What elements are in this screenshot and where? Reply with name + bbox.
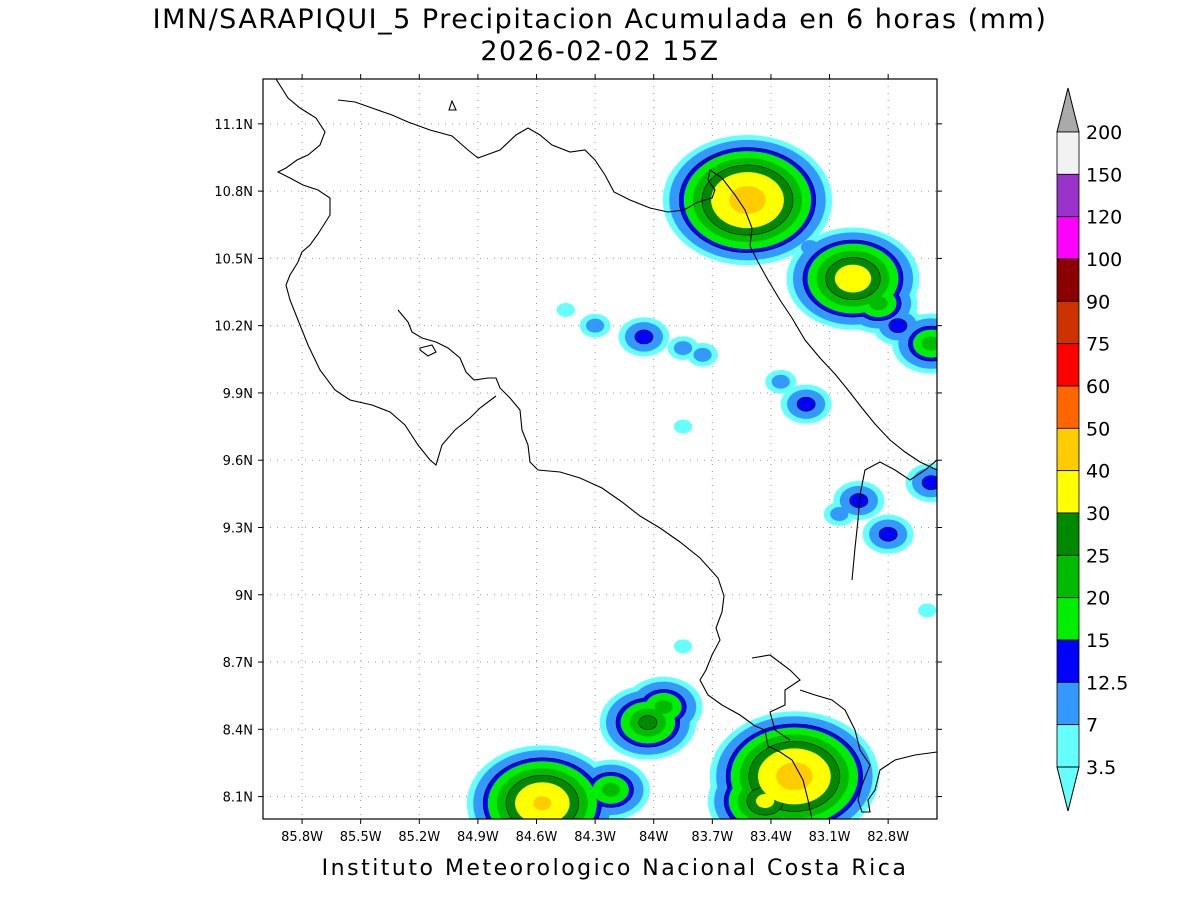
precip-cell (918, 603, 937, 618)
colorbar-band (1056, 427, 1080, 472)
colorbar-band (1056, 681, 1080, 726)
colorbar-label: 90 (1086, 291, 1110, 313)
lat-tick-label: 9.9N (223, 387, 253, 402)
colorbar-bottom-arrow (1056, 766, 1080, 812)
precip-cell (888, 318, 908, 333)
precip-cell (796, 396, 816, 412)
lat-tick-label: 11.1N (214, 118, 253, 133)
precip-cell (921, 475, 937, 490)
lon-tick-label: 85.2W (398, 830, 440, 845)
lon-tick-label: 84.6W (516, 830, 558, 845)
map-date: 2026-02-02 15Z (480, 36, 720, 67)
precip-cell (634, 329, 654, 345)
map-title: IMN/SARAPIQUI_5 Precipitacion Acumulada … (152, 4, 1048, 35)
precip-cell (673, 419, 693, 434)
map-frame (262, 78, 938, 820)
lon-tick-label: 82.8W (867, 830, 909, 845)
precip-cell (673, 639, 693, 654)
colorbar-top-arrow (1056, 87, 1080, 133)
precip-cell (834, 264, 872, 293)
golfo-dulce-coast (799, 689, 937, 813)
precipitation-field (466, 134, 937, 819)
colorbar-label: 25 (1086, 545, 1110, 567)
colorbar-band (1056, 470, 1080, 514)
colorbar-label: 120 (1086, 207, 1122, 229)
osa-peninsula (751, 654, 801, 741)
precip-cell (638, 715, 658, 730)
lon-tick-label: 83.7W (691, 830, 733, 845)
precip-cell (601, 782, 620, 797)
lat-tick-label: 9N (235, 589, 253, 604)
precip-cell (654, 699, 673, 714)
lon-tick-label: 85.8W (281, 830, 323, 845)
precip-cell (922, 336, 937, 351)
colorbar-band (1056, 343, 1080, 387)
colorbar-label: 20 (1086, 588, 1110, 610)
colorbar-band (1056, 385, 1080, 429)
precip-cell (755, 794, 775, 809)
footer-credit: Instituto Meteorologico Nacional Costa R… (321, 856, 909, 881)
lat-tick-label: 10.2N (214, 320, 253, 335)
colorbar-band (1056, 512, 1080, 556)
colorbar-label: 75 (1086, 334, 1110, 356)
lon-tick-label: 85.5W (340, 830, 382, 845)
precip-cell (673, 341, 693, 356)
nicoya-peninsula-coast (397, 309, 813, 819)
colorbar-band (1056, 554, 1080, 599)
precip-cell (878, 526, 898, 542)
map-gridlines (263, 79, 937, 819)
colorbar: 200 150 120 100 90 75 60 50 40 30 25 20 15 12.5 7 3.5 (1056, 87, 1128, 812)
precip-cell (776, 762, 813, 791)
lon-tick-label: 83.1W (809, 830, 851, 845)
lat-tick-label: 8.7N (223, 656, 253, 671)
colorbar-label: 40 (1086, 461, 1110, 483)
island-small (448, 99, 457, 111)
lon-tick-label: 84W (639, 830, 669, 845)
colorbar-label: 100 (1086, 249, 1122, 271)
gulf-of-nicoya-inner (419, 344, 437, 357)
lat-tick-label: 10.8N (214, 185, 253, 200)
lat-tick-label: 10.5N (214, 252, 253, 267)
colorbar-label: 150 (1086, 164, 1122, 186)
precip-cell (771, 374, 790, 389)
colorbar-band (1056, 300, 1080, 345)
colorbar-band (1056, 131, 1080, 175)
precip-cell (693, 347, 712, 362)
precip-cell (729, 186, 766, 215)
colorbar-label: 30 (1086, 503, 1110, 525)
colorbar-label: 7 (1086, 715, 1098, 737)
panama-border (851, 459, 937, 581)
colorbar-label: 12.5 (1086, 672, 1128, 694)
lat-tick-label: 8.4N (223, 723, 253, 738)
map-axes: 85.8W 85.5W 85.2W 84.9W 84.6W 84.3W 84W 83.7W 83… (214, 74, 942, 845)
colorbar-label: 3.5 (1086, 757, 1116, 779)
lon-tick-label: 84.3W (574, 830, 616, 845)
colorbar-band (1056, 258, 1080, 302)
lat-tick-label: 9.3N (223, 521, 253, 536)
colorbar-band (1056, 639, 1080, 683)
colorbar-band (1056, 724, 1080, 768)
colorbar-band (1056, 216, 1080, 260)
nicaragua-lake-shore (337, 99, 937, 471)
colorbar-label: 15 (1086, 630, 1110, 652)
precip-cell (830, 507, 849, 522)
colorbar-band (1056, 173, 1080, 218)
precip-cell (556, 302, 575, 317)
lon-tick-label: 83.4W (750, 830, 792, 845)
precip-cell (586, 318, 605, 333)
precip-cell (800, 240, 820, 255)
lon-tick-label: 84.9W (457, 830, 499, 845)
colorbar-label: 200 (1086, 122, 1122, 144)
lat-tick-label: 9.6N (223, 454, 253, 469)
precip-cell (533, 796, 552, 811)
colorbar-label: 60 (1086, 376, 1110, 398)
lat-tick-label: 8.1N (223, 791, 253, 806)
colorbar-band (1056, 597, 1080, 641)
coastlines (275, 79, 937, 819)
colorbar-label: 50 (1086, 418, 1110, 440)
precip-cell (869, 296, 888, 311)
nicaragua-coast-north (275, 79, 497, 466)
